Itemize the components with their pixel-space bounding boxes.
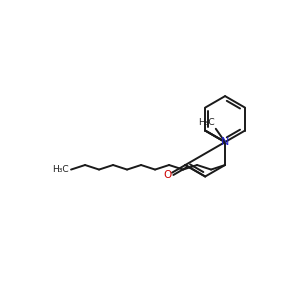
Text: O: O <box>164 170 172 180</box>
Text: N: N <box>221 137 229 147</box>
Text: H₃C: H₃C <box>52 165 69 174</box>
Text: H₃C: H₃C <box>199 118 215 127</box>
